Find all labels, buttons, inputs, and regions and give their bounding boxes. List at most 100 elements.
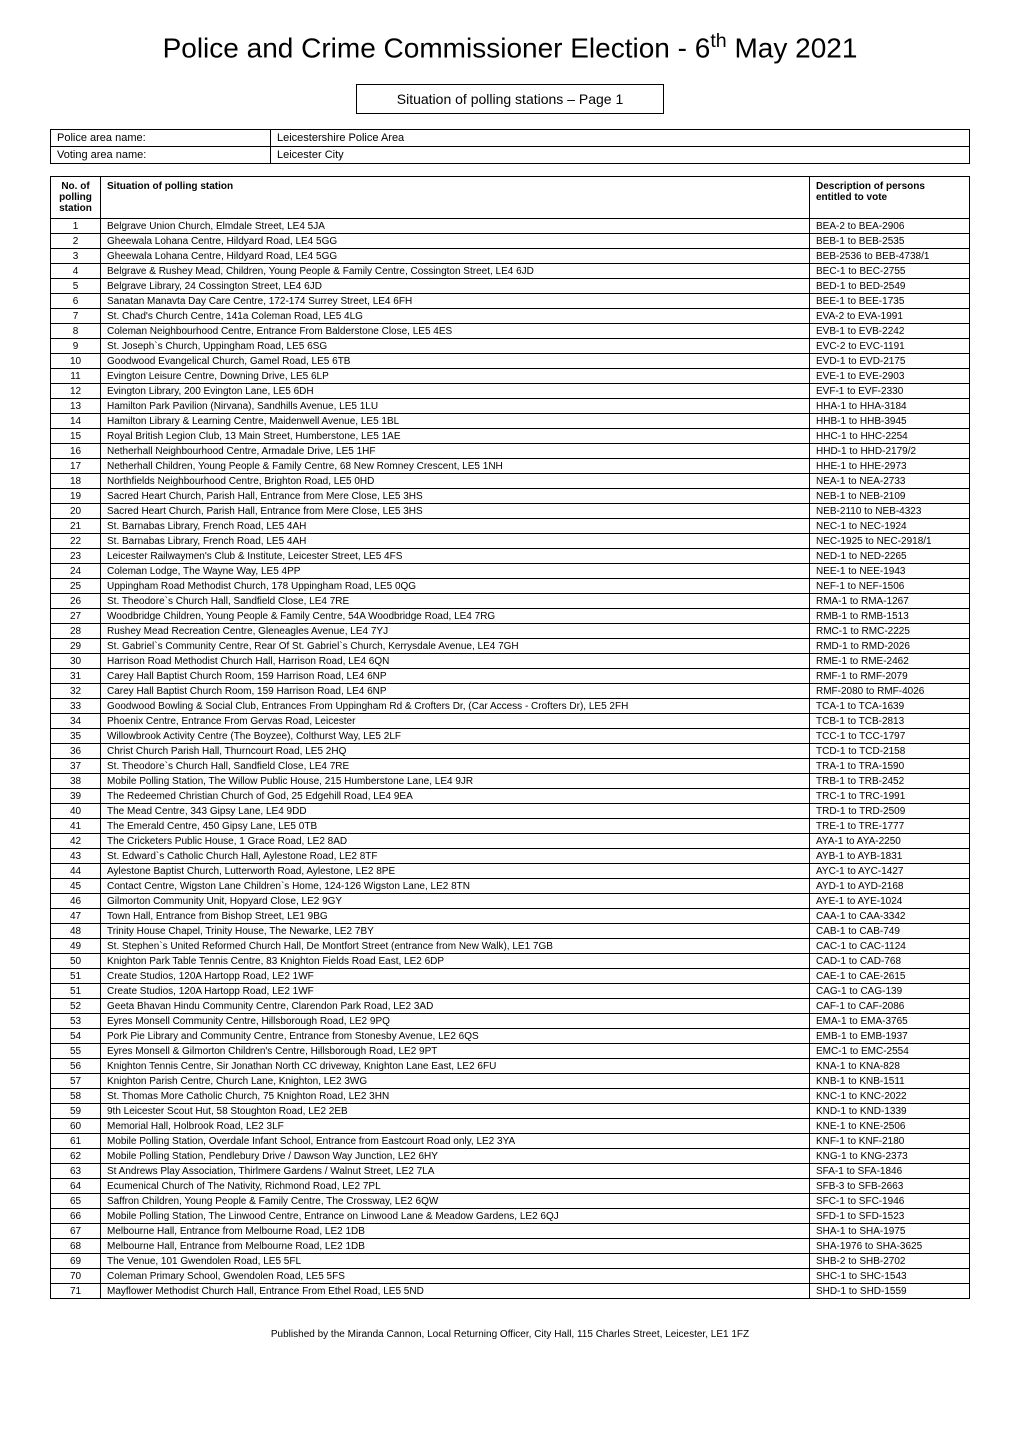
- cell-situation: Eyres Monsell Community Centre, Hillsbor…: [101, 1014, 810, 1029]
- cell-situation: St. Joseph`s Church, Uppingham Road, LE5…: [101, 339, 810, 354]
- cell-no: 41: [51, 819, 101, 834]
- table-row: 54Pork Pie Library and Community Centre,…: [51, 1029, 970, 1044]
- table-row: 2Gheewala Lohana Centre, Hildyard Road, …: [51, 234, 970, 249]
- table-row: 60Memorial Hall, Holbrook Road, LE2 3LFK…: [51, 1119, 970, 1134]
- cell-situation: Mayflower Methodist Church Hall, Entranc…: [101, 1284, 810, 1299]
- table-row: 70Coleman Primary School, Gwendolen Road…: [51, 1269, 970, 1284]
- cell-situation: Evington Leisure Centre, Downing Drive, …: [101, 369, 810, 384]
- cell-situation: Northfields Neighbourhood Centre, Bright…: [101, 474, 810, 489]
- header-value: Leicester City: [271, 147, 970, 164]
- cell-desc: CAD-1 to CAD-768: [810, 954, 970, 969]
- cell-no: 30: [51, 654, 101, 669]
- cell-no: 26: [51, 594, 101, 609]
- cell-no: 5: [51, 279, 101, 294]
- cell-no: 60: [51, 1119, 101, 1134]
- cell-no: 35: [51, 729, 101, 744]
- cell-desc: AYA-1 to AYA-2250: [810, 834, 970, 849]
- table-row: 4Belgrave & Rushey Mead, Children, Young…: [51, 264, 970, 279]
- cell-situation: Netherhall Neighbourhood Centre, Armadal…: [101, 444, 810, 459]
- cell-situation: Contact Centre, Wigston Lane Children`s …: [101, 879, 810, 894]
- cell-no: 51: [51, 969, 101, 984]
- table-row: 16Netherhall Neighbourhood Centre, Armad…: [51, 444, 970, 459]
- cell-desc: KNF-1 to KNF-2180: [810, 1134, 970, 1149]
- cell-situation: Evington Library, 200 Evington Lane, LE5…: [101, 384, 810, 399]
- cell-situation: The Venue, 101 Gwendolen Road, LE5 5FL: [101, 1254, 810, 1269]
- cell-situation: Pork Pie Library and Community Centre, E…: [101, 1029, 810, 1044]
- table-row: 45Contact Centre, Wigston Lane Children`…: [51, 879, 970, 894]
- cell-situation: St Andrews Play Association, Thirlmere G…: [101, 1164, 810, 1179]
- title-sup: th: [710, 30, 726, 52]
- table-row: 28Rushey Mead Recreation Centre, Gleneag…: [51, 624, 970, 639]
- main-table: No. of polling station Situation of poll…: [50, 176, 970, 1299]
- cell-situation: St. Chad's Church Centre, 141a Coleman R…: [101, 309, 810, 324]
- col-header-desc: Description of persons entitled to vote: [810, 177, 970, 219]
- cell-no: 63: [51, 1164, 101, 1179]
- cell-desc: EVB-1 to EVB-2242: [810, 324, 970, 339]
- cell-desc: AYD-1 to AYD-2168: [810, 879, 970, 894]
- table-row: 32Carey Hall Baptist Church Room, 159 Ha…: [51, 684, 970, 699]
- page-title: Police and Crime Commissioner Election -…: [50, 30, 970, 64]
- table-row: 13Hamilton Park Pavilion (Nirvana), Sand…: [51, 399, 970, 414]
- cell-situation: Mobile Polling Station, Pendlebury Drive…: [101, 1149, 810, 1164]
- cell-desc: SHA-1 to SHA-1975: [810, 1224, 970, 1239]
- cell-desc: NEC-1 to NEC-1924: [810, 519, 970, 534]
- table-row: 23Leicester Railwaymen's Club & Institut…: [51, 549, 970, 564]
- cell-desc: NED-1 to NED-2265: [810, 549, 970, 564]
- cell-situation: St. Theodore`s Church Hall, Sandfield Cl…: [101, 594, 810, 609]
- table-row: 49St. Stephen`s United Reformed Church H…: [51, 939, 970, 954]
- cell-no: 52: [51, 999, 101, 1014]
- cell-desc: TCB-1 to TCB-2813: [810, 714, 970, 729]
- table-row: 12Evington Library, 200 Evington Lane, L…: [51, 384, 970, 399]
- cell-desc: RMA-1 to RMA-1267: [810, 594, 970, 609]
- cell-no: 17: [51, 459, 101, 474]
- cell-situation: St. Barnabas Library, French Road, LE5 4…: [101, 519, 810, 534]
- table-row: 6Sanatan Manavta Day Care Centre, 172-17…: [51, 294, 970, 309]
- cell-desc: AYE-1 to AYE-1024: [810, 894, 970, 909]
- table-row: 11Evington Leisure Centre, Downing Drive…: [51, 369, 970, 384]
- cell-no: 42: [51, 834, 101, 849]
- cell-desc: EVF-1 to EVF-2330: [810, 384, 970, 399]
- table-row: 33Goodwood Bowling & Social Club, Entran…: [51, 699, 970, 714]
- cell-no: 12: [51, 384, 101, 399]
- cell-situation: Melbourne Hall, Entrance from Melbourne …: [101, 1239, 810, 1254]
- cell-situation: Netherhall Children, Young People & Fami…: [101, 459, 810, 474]
- table-row: 24Coleman Lodge, The Wayne Way, LE5 4PPN…: [51, 564, 970, 579]
- table-row: 43St. Edward`s Catholic Church Hall, Ayl…: [51, 849, 970, 864]
- cell-desc: BEB-2536 to BEB-4738/1: [810, 249, 970, 264]
- cell-desc: TRB-1 to TRB-2452: [810, 774, 970, 789]
- cell-situation: Coleman Primary School, Gwendolen Road, …: [101, 1269, 810, 1284]
- cell-no: 22: [51, 534, 101, 549]
- table-row: 34Phoenix Centre, Entrance From Gervas R…: [51, 714, 970, 729]
- cell-no: 19: [51, 489, 101, 504]
- cell-no: 55: [51, 1044, 101, 1059]
- header-value: Leicestershire Police Area: [271, 130, 970, 147]
- cell-situation: Willowbrook Activity Centre (The Boyzee)…: [101, 729, 810, 744]
- table-row: 57Knighton Parish Centre, Church Lane, K…: [51, 1074, 970, 1089]
- cell-desc: KNE-1 to KNE-2506: [810, 1119, 970, 1134]
- cell-desc: EMA-1 to EMA-3765: [810, 1014, 970, 1029]
- cell-no: 10: [51, 354, 101, 369]
- cell-no: 7: [51, 309, 101, 324]
- cell-no: 38: [51, 774, 101, 789]
- table-row: 21St. Barnabas Library, French Road, LE5…: [51, 519, 970, 534]
- cell-no: 69: [51, 1254, 101, 1269]
- cell-desc: CAE-1 to CAE-2615: [810, 969, 970, 984]
- cell-desc: KND-1 to KND-1339: [810, 1104, 970, 1119]
- cell-desc: RMC-1 to RMC-2225: [810, 624, 970, 639]
- cell-situation: Gheewala Lohana Centre, Hildyard Road, L…: [101, 234, 810, 249]
- title-suffix: May 2021: [727, 32, 858, 63]
- cell-desc: BEC-1 to BEC-2755: [810, 264, 970, 279]
- table-row: 18Northfields Neighbourhood Centre, Brig…: [51, 474, 970, 489]
- cell-situation: Belgrave Union Church, Elmdale Street, L…: [101, 219, 810, 234]
- cell-situation: Melbourne Hall, Entrance from Melbourne …: [101, 1224, 810, 1239]
- cell-desc: TRE-1 to TRE-1777: [810, 819, 970, 834]
- cell-situation: 9th Leicester Scout Hut, 58 Stoughton Ro…: [101, 1104, 810, 1119]
- cell-desc: SFC-1 to SFC-1946: [810, 1194, 970, 1209]
- cell-situation: Gheewala Lohana Centre, Hildyard Road, L…: [101, 249, 810, 264]
- cell-situation: Eyres Monsell & Gilmorton Children's Cen…: [101, 1044, 810, 1059]
- cell-no: 23: [51, 549, 101, 564]
- table-row: 48Trinity House Chapel, Trinity House, T…: [51, 924, 970, 939]
- cell-situation: St. Barnabas Library, French Road, LE5 4…: [101, 534, 810, 549]
- cell-desc: RMB-1 to RMB-1513: [810, 609, 970, 624]
- table-row: 56Knighton Tennis Centre, Sir Jonathan N…: [51, 1059, 970, 1074]
